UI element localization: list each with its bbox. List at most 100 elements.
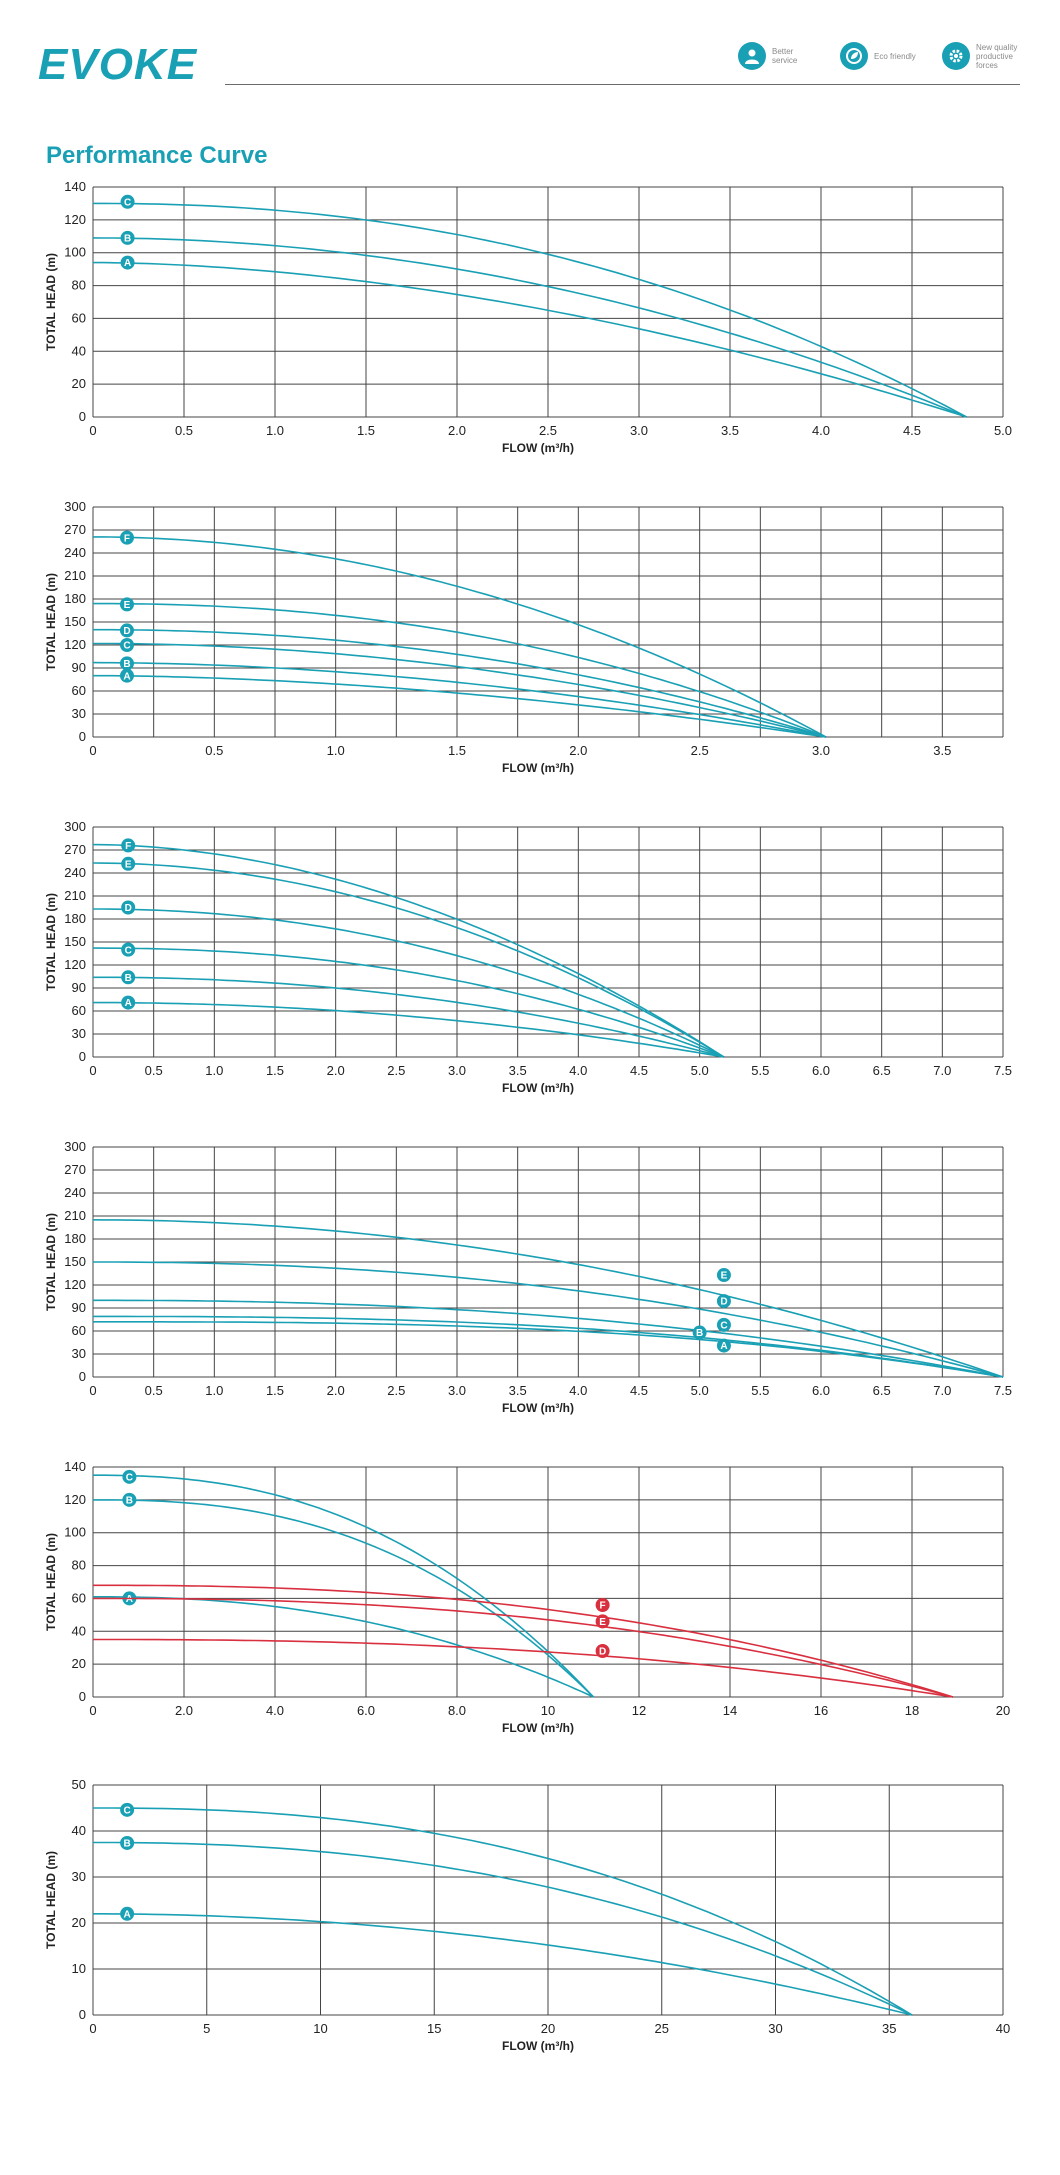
badge-service: Better service bbox=[738, 42, 818, 70]
curve-label-A: A bbox=[124, 258, 131, 269]
curve-C bbox=[93, 1299, 1004, 1378]
curve-B bbox=[93, 1499, 595, 1698]
y-tick-label: 300 bbox=[64, 1139, 86, 1154]
y-axis-label: TOTAL HEAD (m) bbox=[44, 1533, 58, 1631]
y-tick-label: 100 bbox=[64, 245, 86, 260]
curve-A bbox=[93, 261, 967, 418]
y-tick-label: 120 bbox=[64, 957, 86, 972]
x-tick-label: 35 bbox=[882, 2021, 896, 2036]
y-axis-label: TOTAL HEAD (m) bbox=[44, 1851, 58, 1949]
x-tick-label: 4.5 bbox=[630, 1063, 648, 1078]
curve-marker-E bbox=[119, 597, 134, 612]
curve-label-C: C bbox=[126, 1472, 133, 1483]
y-tick-label: 270 bbox=[64, 842, 86, 857]
y-tick-label: 0 bbox=[79, 1369, 86, 1384]
service-person-icon bbox=[738, 42, 766, 70]
x-tick-label: 3.5 bbox=[509, 1383, 527, 1398]
curve-D bbox=[93, 1638, 954, 1698]
y-tick-label: 60 bbox=[72, 1003, 86, 1018]
y-tick-label: 180 bbox=[64, 911, 86, 926]
curve-label-A: A bbox=[126, 1594, 133, 1605]
x-tick-label: 0.5 bbox=[145, 1063, 163, 1078]
y-tick-label: 30 bbox=[72, 1346, 86, 1361]
curve-label-D: D bbox=[125, 903, 132, 914]
x-tick-label: 3.0 bbox=[448, 1383, 466, 1398]
x-tick-label: 2.5 bbox=[539, 423, 557, 438]
curve-F bbox=[93, 536, 827, 738]
performance-chart-6: 0 5 10 15 20 25 30 35 40 0 10 20 30 40 50 FLOW (m³/h) TO… bbox=[0, 1773, 1060, 2063]
x-tick-label: 0 bbox=[89, 1383, 96, 1398]
curve-F bbox=[93, 1584, 954, 1698]
x-tick-label: 5.5 bbox=[751, 1383, 769, 1398]
x-tick-label: 0 bbox=[89, 1703, 96, 1718]
curve-label-C: C bbox=[124, 1805, 131, 1816]
x-tick-label: 5.0 bbox=[994, 423, 1012, 438]
x-tick-label: 0 bbox=[89, 423, 96, 438]
x-tick-label: 4.5 bbox=[630, 1383, 648, 1398]
gear-icon bbox=[942, 42, 970, 70]
curve-F bbox=[92, 843, 725, 1058]
y-tick-label: 150 bbox=[64, 614, 86, 629]
curve-label-A: A bbox=[123, 671, 130, 682]
curve-marker-D bbox=[716, 1294, 731, 1309]
y-tick-label: 120 bbox=[64, 1277, 86, 1292]
curve-marker-B bbox=[120, 230, 135, 245]
y-tick-label: 40 bbox=[72, 1623, 86, 1638]
curve-marker-B bbox=[122, 1492, 137, 1507]
x-tick-label: 2.0 bbox=[448, 423, 466, 438]
curve-C bbox=[93, 642, 827, 738]
curve-C bbox=[93, 202, 967, 418]
curve-marker-F bbox=[119, 530, 134, 545]
x-tick-label: 12 bbox=[632, 1703, 646, 1718]
x-tick-label: 4.0 bbox=[569, 1063, 587, 1078]
y-tick-label: 300 bbox=[64, 499, 86, 514]
x-tick-label: 0.5 bbox=[145, 1383, 163, 1398]
y-tick-label: 0 bbox=[79, 1689, 86, 1704]
y-tick-label: 80 bbox=[72, 278, 86, 293]
curve-marker-A bbox=[120, 255, 135, 270]
curve-marker-C bbox=[716, 1317, 731, 1332]
x-axis-label: FLOW (m³/h) bbox=[502, 761, 574, 775]
y-tick-label: 210 bbox=[64, 888, 86, 903]
x-tick-label: 0 bbox=[89, 2021, 96, 2036]
x-tick-label: 14 bbox=[723, 1703, 737, 1718]
curve-label-C: C bbox=[124, 197, 131, 208]
x-axis-label: FLOW (m³/h) bbox=[502, 1721, 574, 1735]
x-tick-label: 1.5 bbox=[448, 743, 466, 758]
x-tick-label: 6.0 bbox=[812, 1063, 830, 1078]
y-tick-label: 60 bbox=[72, 310, 86, 325]
x-tick-label: 3.5 bbox=[721, 423, 739, 438]
x-tick-label: 5.0 bbox=[691, 1063, 709, 1078]
y-tick-label: 120 bbox=[64, 1492, 86, 1507]
curve-marker-C bbox=[120, 1802, 135, 1817]
curve-label-D: D bbox=[720, 1297, 727, 1308]
curve-marker-E bbox=[121, 856, 136, 871]
y-tick-label: 60 bbox=[72, 683, 86, 698]
y-tick-label: 30 bbox=[72, 706, 86, 721]
y-tick-label: 40 bbox=[72, 1823, 86, 1838]
y-tick-label: 80 bbox=[72, 1558, 86, 1573]
x-tick-label: 8.0 bbox=[448, 1703, 466, 1718]
x-axis-label: FLOW (m³/h) bbox=[502, 1081, 574, 1095]
x-tick-label: 3.0 bbox=[630, 423, 648, 438]
x-tick-label: 5.5 bbox=[751, 1063, 769, 1078]
y-tick-label: 140 bbox=[64, 1459, 86, 1474]
x-tick-label: 1.5 bbox=[266, 1063, 284, 1078]
curve-B bbox=[93, 1315, 1004, 1378]
x-tick-label: 4.5 bbox=[903, 423, 921, 438]
x-tick-label: 2.5 bbox=[387, 1063, 405, 1078]
y-tick-label: 150 bbox=[64, 1254, 86, 1269]
brand-logo: EVOKE bbox=[38, 40, 198, 89]
x-tick-label: 6.5 bbox=[873, 1383, 891, 1398]
curve-marker-B bbox=[121, 970, 136, 985]
y-tick-label: 100 bbox=[64, 1525, 86, 1540]
y-tick-label: 0 bbox=[79, 729, 86, 744]
eco-leaf-icon bbox=[840, 42, 868, 70]
curve-label-B: B bbox=[123, 659, 130, 670]
x-tick-label: 40 bbox=[996, 2021, 1010, 2036]
x-tick-label: 3.5 bbox=[509, 1063, 527, 1078]
badge-service-text: Better service bbox=[772, 47, 798, 65]
curve-marker-C bbox=[120, 194, 135, 209]
x-tick-label: 2.5 bbox=[387, 1383, 405, 1398]
curve-label-F: F bbox=[600, 1601, 606, 1612]
